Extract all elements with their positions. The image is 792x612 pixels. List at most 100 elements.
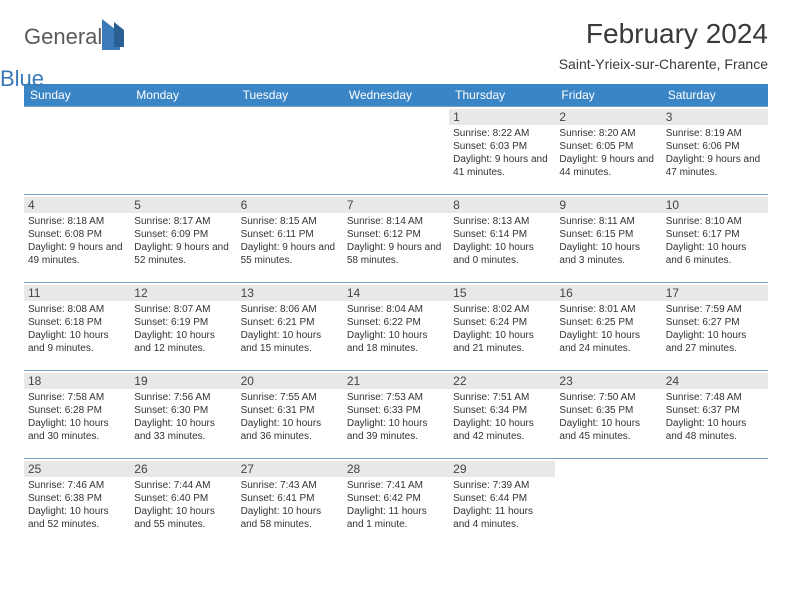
- calendar-day-cell: 6 Sunrise: 8:15 AMSunset: 6:11 PMDaylight…: [237, 194, 343, 282]
- month-title: February 2024: [559, 18, 768, 50]
- calendar-header-cell: Tuesday: [237, 84, 343, 106]
- logo-triangle2-icon: [114, 22, 124, 47]
- day-details: Sunrise: 8:02 AMSunset: 6:24 PMDaylight:…: [453, 303, 551, 355]
- day-details: Sunrise: 8:15 AMSunset: 6:11 PMDaylight:…: [241, 215, 339, 267]
- calendar-day-cell: 24Sunrise: 7:48 AMSunset: 6:37 PMDayligh…: [662, 370, 768, 458]
- day-details: Sunrise: 7:56 AMSunset: 6:30 PMDaylight:…: [134, 391, 232, 443]
- day-number: 2: [555, 109, 661, 125]
- day-number: 29: [449, 461, 555, 477]
- day-number: 12: [130, 285, 236, 301]
- day-number: 21: [343, 373, 449, 389]
- day-details: Sunrise: 8:08 AMSunset: 6:18 PMDaylight:…: [28, 303, 126, 355]
- calendar-day-cell: 17 Sunrise: 7:59 AMSunset: 6:27 PMDayligh…: [662, 282, 768, 370]
- calendar-empty-cell: [130, 106, 236, 194]
- day-number: 14: [343, 285, 449, 301]
- day-details: Sunrise: 8:06 AMSunset: 6:21 PMDaylight:…: [241, 303, 339, 355]
- day-number: 17: [662, 285, 768, 301]
- day-number: 20: [237, 373, 343, 389]
- title-block: February 2024 Saint-Yrieix-sur-Charente,…: [559, 18, 768, 72]
- calendar-grid: SundayMondayTuesdayWednesdayThursdayFrid…: [24, 84, 768, 546]
- day-details: Sunrise: 7:44 AMSunset: 6:40 PMDaylight:…: [134, 479, 232, 531]
- calendar-day-cell: 3 Sunrise: 8:19 AMSunset: 6:06 PMDaylight…: [662, 106, 768, 194]
- day-details: Sunrise: 8:20 AMSunset: 6:05 PMDaylight:…: [559, 127, 657, 179]
- calendar-day-cell: 4 Sunrise: 8:18 AMSunset: 6:08 PMDaylight…: [24, 194, 130, 282]
- logo-line2: Blue: [0, 66, 44, 91]
- day-number: 5: [130, 197, 236, 213]
- calendar-day-cell: 1 Sunrise: 8:22 AMSunset: 6:03 PMDaylight…: [449, 106, 555, 194]
- day-number: 11: [24, 285, 130, 301]
- header-row: General Blue February 2024 Saint-Yrieix-…: [24, 18, 768, 76]
- calendar-day-cell: 12 Sunrise: 8:07 AMSunset: 6:19 PMDayligh…: [130, 282, 236, 370]
- day-details: Sunrise: 7:50 AMSunset: 6:35 PMDaylight:…: [559, 391, 657, 443]
- calendar-empty-cell: [555, 458, 661, 546]
- calendar-day-cell: 19 Sunrise: 7:56 AMSunset: 6:30 PMDayligh…: [130, 370, 236, 458]
- day-details: Sunrise: 7:55 AMSunset: 6:31 PMDaylight:…: [241, 391, 339, 443]
- day-details: Sunrise: 8:19 AMSunset: 6:06 PMDaylight:…: [666, 127, 764, 179]
- day-details: Sunrise: 7:43 AMSunset: 6:41 PMDaylight:…: [241, 479, 339, 531]
- calendar-page: General Blue February 2024 Saint-Yrieix-…: [0, 0, 792, 556]
- day-number: 23: [555, 373, 661, 389]
- calendar-header-cell: Friday: [555, 84, 661, 106]
- day-number: 18: [24, 373, 130, 389]
- location: Saint-Yrieix-sur-Charente, France: [559, 56, 768, 72]
- day-details: Sunrise: 8:22 AMSunset: 6:03 PMDaylight:…: [453, 127, 551, 179]
- calendar-day-cell: 18Sunrise: 7:58 AMSunset: 6:28 PMDayligh…: [24, 370, 130, 458]
- calendar-day-cell: 5 Sunrise: 8:17 AMSunset: 6:09 PMDaylight…: [130, 194, 236, 282]
- calendar-day-cell: 2 Sunrise: 8:20 AMSunset: 6:05 PMDaylight…: [555, 106, 661, 194]
- logo-text: General Blue: [24, 24, 130, 76]
- calendar-day-cell: 28Sunrise: 7:41 AMSunset: 6:42 PMDayligh…: [343, 458, 449, 546]
- logo-line1: General: [24, 24, 102, 49]
- day-number: 25: [24, 461, 130, 477]
- calendar-empty-cell: [237, 106, 343, 194]
- day-details: Sunrise: 8:14 AMSunset: 6:12 PMDaylight:…: [347, 215, 445, 267]
- day-number: 19: [130, 373, 236, 389]
- calendar-day-cell: 23 Sunrise: 7:50 AMSunset: 6:35 PMDayligh…: [555, 370, 661, 458]
- day-number: 26: [130, 461, 236, 477]
- calendar-header-cell: Saturday: [662, 84, 768, 106]
- calendar-empty-cell: [343, 106, 449, 194]
- day-number: 7: [343, 197, 449, 213]
- calendar-day-cell: 21 Sunrise: 7:53 AMSunset: 6:33 PMDayligh…: [343, 370, 449, 458]
- day-number: 6: [237, 197, 343, 213]
- day-number: 28: [343, 461, 449, 477]
- day-number: 4: [24, 197, 130, 213]
- calendar-day-cell: 22Sunrise: 7:51 AMSunset: 6:34 PMDayligh…: [449, 370, 555, 458]
- calendar-empty-cell: [24, 106, 130, 194]
- calendar-header-cell: Monday: [130, 84, 236, 106]
- day-details: Sunrise: 7:39 AMSunset: 6:44 PMDaylight:…: [453, 479, 551, 531]
- day-details: Sunrise: 8:17 AMSunset: 6:09 PMDaylight:…: [134, 215, 232, 267]
- day-details: Sunrise: 8:04 AMSunset: 6:22 PMDaylight:…: [347, 303, 445, 355]
- day-details: Sunrise: 8:01 AMSunset: 6:25 PMDaylight:…: [559, 303, 657, 355]
- day-details: Sunrise: 8:10 AMSunset: 6:17 PMDaylight:…: [666, 215, 764, 267]
- calendar-empty-cell: [662, 458, 768, 546]
- calendar-day-cell: 11 Sunrise: 8:08 AMSunset: 6:18 PMDayligh…: [24, 282, 130, 370]
- day-number: 13: [237, 285, 343, 301]
- day-details: Sunrise: 7:59 AMSunset: 6:27 PMDaylight:…: [666, 303, 764, 355]
- calendar-day-cell: 16 Sunrise: 8:01 AMSunset: 6:25 PMDayligh…: [555, 282, 661, 370]
- day-details: Sunrise: 8:07 AMSunset: 6:19 PMDaylight:…: [134, 303, 232, 355]
- day-details: Sunrise: 7:53 AMSunset: 6:33 PMDaylight:…: [347, 391, 445, 443]
- calendar-day-cell: 10Sunrise: 8:10 AMSunset: 6:17 PMDayligh…: [662, 194, 768, 282]
- calendar-day-cell: 13 Sunrise: 8:06 AMSunset: 6:21 PMDayligh…: [237, 282, 343, 370]
- day-number: 1: [449, 109, 555, 125]
- day-number: 9: [555, 197, 661, 213]
- day-details: Sunrise: 8:18 AMSunset: 6:08 PMDaylight:…: [28, 215, 126, 267]
- calendar-day-cell: 9 Sunrise: 8:11 AMSunset: 6:15 PMDaylight…: [555, 194, 661, 282]
- day-details: Sunrise: 7:48 AMSunset: 6:37 PMDaylight:…: [666, 391, 764, 443]
- day-details: Sunrise: 7:46 AMSunset: 6:38 PMDaylight:…: [28, 479, 126, 531]
- day-number: 16: [555, 285, 661, 301]
- calendar-day-cell: 26 Sunrise: 7:44 AMSunset: 6:40 PMDayligh…: [130, 458, 236, 546]
- calendar-day-cell: 29 Sunrise: 7:39 AMSunset: 6:44 PMDayligh…: [449, 458, 555, 546]
- calendar-day-cell: 20 Sunrise: 7:55 AMSunset: 6:31 PMDayligh…: [237, 370, 343, 458]
- calendar-day-cell: 15Sunrise: 8:02 AMSunset: 6:24 PMDayligh…: [449, 282, 555, 370]
- day-number: 27: [237, 461, 343, 477]
- day-number: 3: [662, 109, 768, 125]
- calendar-day-cell: 14 Sunrise: 8:04 AMSunset: 6:22 PMDayligh…: [343, 282, 449, 370]
- calendar-day-cell: 25 Sunrise: 7:46 AMSunset: 6:38 PMDayligh…: [24, 458, 130, 546]
- day-details: Sunrise: 7:51 AMSunset: 6:34 PMDaylight:…: [453, 391, 551, 443]
- day-details: Sunrise: 8:13 AMSunset: 6:14 PMDaylight:…: [453, 215, 551, 267]
- calendar-day-cell: 8Sunrise: 8:13 AMSunset: 6:14 PMDaylight…: [449, 194, 555, 282]
- calendar-header-cell: Wednesday: [343, 84, 449, 106]
- day-details: Sunrise: 8:11 AMSunset: 6:15 PMDaylight:…: [559, 215, 657, 267]
- calendar-day-cell: 27 Sunrise: 7:43 AMSunset: 6:41 PMDayligh…: [237, 458, 343, 546]
